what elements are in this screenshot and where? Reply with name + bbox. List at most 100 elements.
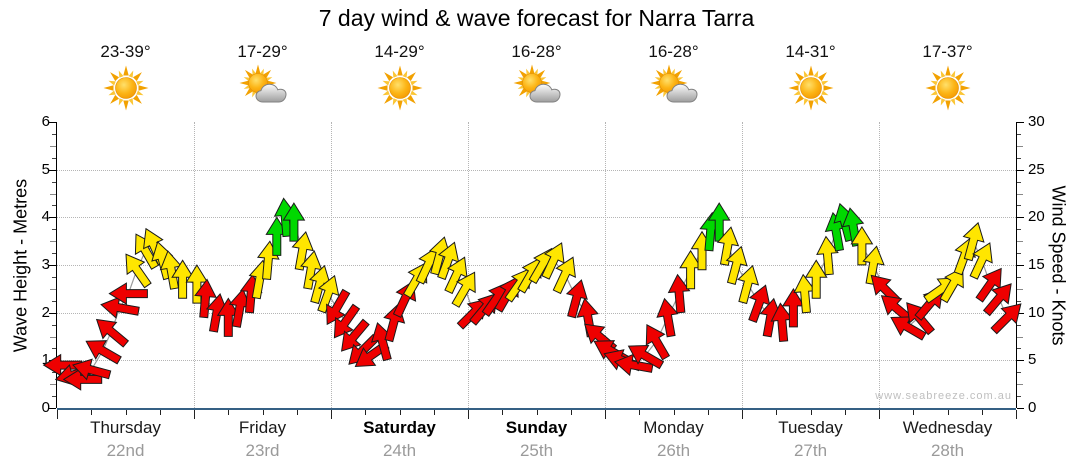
vgridline [742, 122, 743, 408]
wind-arrow [804, 259, 828, 299]
x-axis-tick [981, 410, 983, 415]
x-axis-tick [947, 410, 949, 415]
x-axis-tick [57, 410, 58, 419]
wind-arrow [656, 297, 679, 338]
wind-arrow [707, 202, 731, 242]
wind-arrow [782, 287, 805, 328]
wind-arrow [125, 253, 152, 289]
x-axis-tick [913, 410, 915, 415]
x-axis-tick [468, 410, 469, 419]
hgridline [57, 217, 1016, 219]
left-axis-tick [49, 217, 56, 219]
day-label-cell: Wednesday 28th [879, 418, 1016, 461]
wind-speed-tick-label: 0 [1028, 399, 1037, 416]
wind-arrow [923, 277, 959, 304]
left-axis-tick [50, 384, 56, 386]
x-axis-tick [125, 410, 127, 415]
right-axis-tick [1017, 145, 1023, 147]
x-axis-tick [673, 410, 675, 415]
day-date: 26th [656, 441, 691, 460]
wind-arrow [256, 240, 280, 281]
wave-height-tick-label: 5 [41, 160, 50, 178]
wind-arrow [108, 282, 148, 305]
wave-height-tick-label: 0 [41, 399, 50, 416]
wind-arrow [962, 221, 985, 262]
wind-arrow [793, 273, 817, 314]
left-axis-tick [50, 145, 56, 147]
temperature-row: 23-39° 17-29° 14-29° 16-28° 16-28° 14-31° 17-3… [57, 42, 1016, 62]
right-axis-tick [1017, 276, 1021, 278]
right-axis-tick [1017, 241, 1023, 243]
x-axis-tick [879, 410, 880, 419]
weather-icon-cell [194, 64, 331, 117]
left-axis-tick [52, 181, 56, 183]
left-axis-tick [49, 312, 56, 314]
hgridline [57, 169, 1016, 171]
wind-arrow [975, 267, 1002, 303]
day-temperature: 17-29° [237, 42, 288, 61]
weather-icon-cell [605, 64, 742, 117]
right-axis-tick [1017, 217, 1024, 219]
wind-speed-tick-label: 15 [1028, 256, 1045, 273]
x-axis-tick [296, 410, 298, 415]
wind-speed-tick-label: 20 [1028, 208, 1045, 226]
wave-height-tick-label: 2 [41, 303, 50, 321]
wind-arrow [679, 249, 702, 290]
hgridline [57, 265, 1016, 266]
right-axis-tick [1017, 122, 1024, 123]
arrow-connector-line [62, 216, 1008, 381]
right-axis-tick [1017, 265, 1024, 266]
wind-arrow [451, 271, 476, 308]
day-name: Wednesday [902, 418, 993, 437]
wind-arrow [171, 259, 194, 299]
x-axis-tick [194, 410, 195, 419]
right-axis-tick [1017, 157, 1021, 159]
wind-speed-tick-label: 25 [1028, 160, 1045, 178]
wind-arrow [850, 225, 874, 266]
x-axis-tick [742, 410, 743, 419]
right-axis-title: Wind Speed - Knots [1048, 185, 1069, 346]
right-axis-tick [1017, 181, 1021, 183]
wind-arrow [100, 296, 140, 319]
wind-arrow [469, 292, 498, 326]
wind-arrow [906, 302, 935, 336]
wind-arrow [584, 323, 618, 353]
wind-arrow [576, 297, 599, 338]
wind-arrow [282, 202, 306, 242]
day-temperature: 16-28° [648, 42, 699, 61]
wind-arrow [317, 274, 340, 314]
x-axis-tick [810, 410, 812, 415]
right-axis-tick [1017, 300, 1021, 302]
day-label-cell: Friday 23rd [194, 418, 331, 461]
right-axis-tick [1017, 229, 1021, 231]
weather-icon-cell [742, 64, 879, 117]
wind-arrow [690, 230, 714, 271]
wave-height-tick-label: 4 [41, 208, 50, 226]
wind-arrow [383, 302, 406, 343]
x-axis-tick [262, 410, 264, 415]
day-date: 27th [793, 441, 828, 460]
left-axis-tick [52, 276, 56, 278]
x-axis-tick [331, 410, 332, 419]
day-name: Friday [238, 418, 287, 437]
wind-arrow [326, 288, 351, 326]
day-temperature: 14-29° [374, 42, 425, 61]
wind-arrow [833, 202, 856, 243]
x-axis-tick [570, 410, 572, 415]
x-axis-tick [228, 410, 230, 415]
day-date: 23rd [245, 441, 280, 460]
wind-arrow [348, 333, 380, 365]
right-axis-tick [1017, 396, 1021, 398]
x-axis-tick [605, 410, 606, 419]
wind-arrow [437, 241, 460, 281]
day-name: Sunday [505, 418, 568, 437]
wind-arrow [613, 353, 654, 377]
weather-icons-row [57, 64, 1016, 117]
day-date: 22nd [106, 441, 145, 460]
day-label-cell: Saturday 24th [331, 418, 468, 461]
wind-arrow [85, 340, 122, 365]
wind-arrow [914, 287, 944, 321]
wind-arrow [354, 340, 390, 368]
day-label-cell: Tuesday 27th [742, 418, 879, 461]
